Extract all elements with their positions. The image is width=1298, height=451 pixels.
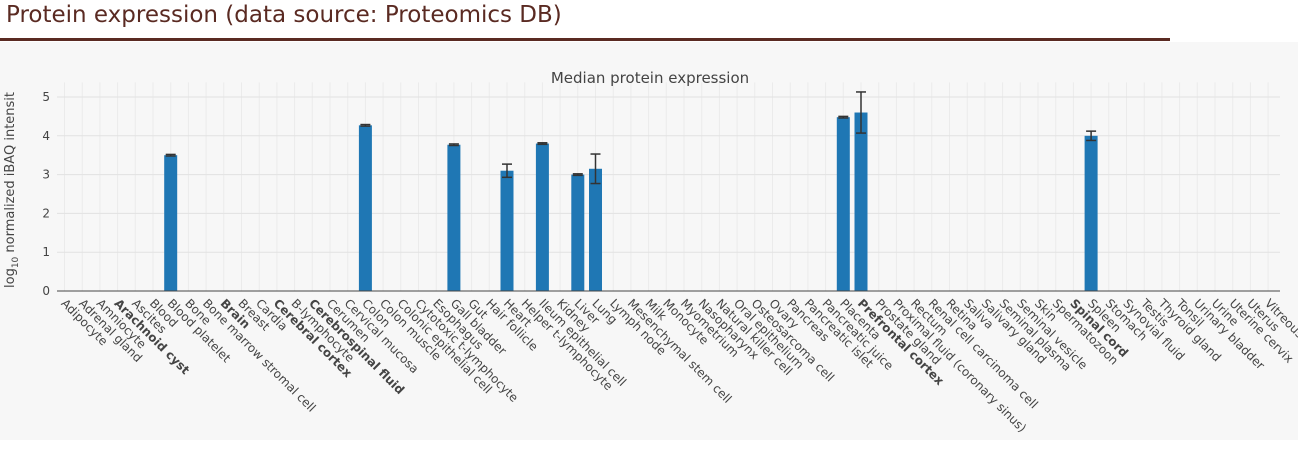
bar [571,174,585,291]
bar [1084,135,1098,291]
bar [854,112,868,292]
grid-lines [57,82,1280,292]
bar [589,168,602,291]
title-underline [0,38,1170,41]
y-axis-label-rest: normalized iBAQ intensit [3,92,18,257]
y-tick-labels: 0 1 2 3 4 5 [42,90,50,298]
page-title: Protein expression (data source: Proteom… [6,2,562,28]
y-axis-label-subscript: 10 [11,256,21,268]
y-tick-label: 2 [42,206,50,220]
y-tick-label: 3 [42,168,50,182]
y-tick-label: 4 [42,129,50,143]
error-bars [165,91,1097,185]
chart-title: Median protein expression [551,69,749,87]
bar [447,144,461,291]
bar [500,170,514,291]
bar [164,155,178,291]
y-tick-label: 5 [42,90,50,104]
bars [164,112,1098,292]
bar [535,143,549,291]
bar [836,117,850,292]
y-axis-label-log: log [3,268,18,288]
y-tick-label: 1 [42,245,50,259]
y-axis-label: log10 normalized iBAQ intensit [3,92,21,288]
bar [358,125,372,291]
y-tick-label: 0 [42,284,50,298]
